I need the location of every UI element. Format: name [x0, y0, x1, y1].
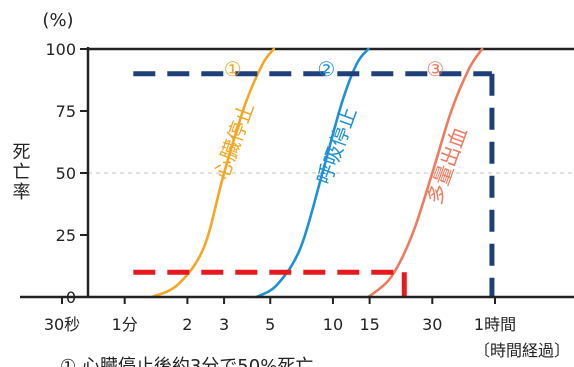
- series-line-1: [150, 47, 276, 299]
- x-axis-label: 〔時間経過〕: [474, 341, 570, 360]
- series-line-2: [255, 47, 370, 299]
- series-label-3: 多量出血: [422, 124, 472, 207]
- grid-layer: [88, 47, 574, 174]
- y-unit-label: (%): [42, 10, 73, 31]
- curves-layer: [150, 47, 484, 299]
- annotation-layer: [133, 71, 495, 297]
- x-tick-label: 30: [422, 315, 442, 334]
- y-tick-label: 100: [45, 40, 76, 59]
- series-marker-1: ①: [224, 57, 242, 81]
- x-tick-label: 2: [182, 315, 192, 334]
- x-tick-label: 5: [265, 315, 275, 334]
- caption-text: ① 心臓停止後約3分で50%死亡: [60, 356, 313, 367]
- x-tick-label: 15: [359, 315, 379, 334]
- x-tick-label: 30秒: [44, 315, 80, 334]
- series-marker-3: ③: [426, 57, 444, 81]
- y-tick-label: 50: [56, 164, 76, 183]
- x-tick-label: 1時間: [474, 315, 516, 334]
- y-axis-label: 死亡率: [10, 142, 31, 202]
- series-line-3: [367, 47, 484, 299]
- x-tick-label: 3: [219, 315, 229, 334]
- x-tick-label: 10: [323, 315, 343, 334]
- y-tick-label: 75: [56, 102, 76, 121]
- x-tick-label: 1分: [112, 315, 138, 334]
- series-marker-2: ②: [317, 57, 335, 81]
- y-tick-label: 0: [66, 288, 76, 307]
- text-layer: 0 25 50 75 100 30秒 1分 2 3 5 10 15 30 1時間 (%) 死亡率〔時間経過〕 ①…: [10, 10, 571, 367]
- axes-layer: [20, 47, 574, 304]
- series-label-2: 呼吸停止: [312, 104, 362, 187]
- series-label-1: 心臓停止: [209, 99, 259, 182]
- y-tick-label: 25: [56, 226, 76, 245]
